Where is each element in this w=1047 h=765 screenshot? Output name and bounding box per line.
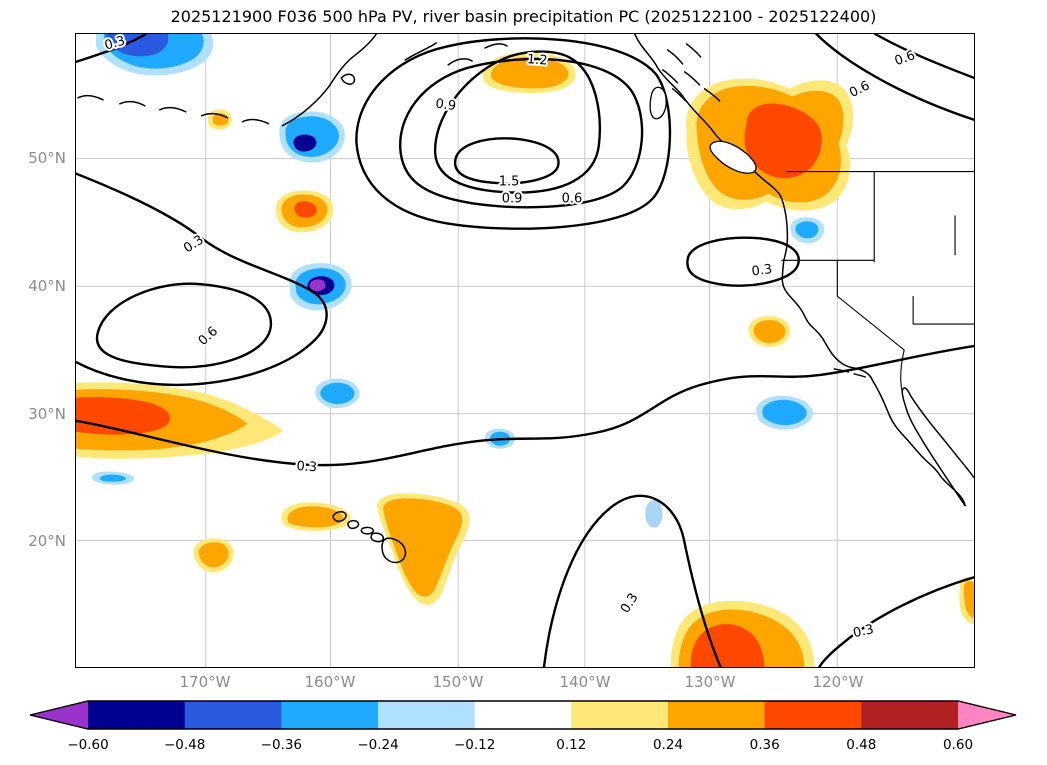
colorbar-tick-label: 0.60 — [943, 737, 973, 753]
shade-40n-purple — [309, 279, 326, 292]
lat-tick-label: 40°N — [28, 277, 66, 295]
shade-hawaii-west-orange — [287, 506, 344, 528]
coast-baja-east — [901, 390, 966, 507]
coast-vancouver-island — [709, 140, 757, 174]
shade-51n-navy — [293, 134, 317, 152]
coast-bc — [634, 34, 782, 197]
lon-tick-label: 140°W — [559, 673, 611, 691]
contour-0.3-west — [76, 172, 328, 387]
contour-0.6-ne-inner — [874, 34, 974, 80]
colorbar-tick-label: −0.12 — [454, 737, 495, 753]
contour-labels: 0.30.30.60.91.21.50.9 0.60.60.60.30.30.30… — [101, 34, 919, 643]
coastlines — [77, 34, 974, 564]
coast-aleutians — [77, 34, 378, 127]
contour-label: 0.3 — [181, 232, 206, 256]
colorbar-segment — [668, 701, 766, 729]
shade-california-orange — [753, 320, 786, 344]
contour-0.6-ne-outer — [815, 34, 974, 121]
shade-46n-red — [294, 201, 317, 218]
state-borders — [781, 171, 974, 392]
colorbar-tick-label: 0.36 — [750, 737, 780, 753]
contour-label: 0.6 — [562, 191, 583, 206]
contour-0.3-se-arch — [542, 494, 722, 667]
colorbar-segment — [571, 701, 669, 729]
contour-label: 0.9 — [502, 191, 523, 206]
colorbar-tick-label: −0.60 — [67, 737, 108, 753]
contour-1.5-center — [453, 137, 560, 185]
lon-tick-label: 150°W — [432, 673, 484, 691]
coast-hawaii — [332, 511, 407, 564]
contour-label: 0.6 — [893, 48, 918, 69]
lat-tick-label: 20°N — [28, 532, 66, 550]
contour-0.3-long — [76, 344, 974, 467]
shade-gulfak-orange — [490, 56, 569, 89]
shade-22n-light — [645, 500, 663, 528]
shade-31n-cyan — [320, 382, 355, 404]
shade-25n-cyan — [99, 474, 126, 482]
coast-haida-gwaii — [649, 86, 667, 120]
lat-tick-label: 50°N — [28, 149, 66, 167]
coast-us-west — [779, 194, 873, 381]
colorbar-tick-label: −0.48 — [164, 737, 205, 753]
contour-label: 1.2 — [526, 52, 548, 68]
contour-label: 0.3 — [751, 262, 774, 280]
contour-label: 0.3 — [618, 591, 642, 616]
shade-right-edge-orange — [963, 581, 974, 619]
contour-0.6-center — [355, 37, 672, 230]
colorbar-segment — [861, 701, 959, 729]
contour-label: 0.3 — [852, 622, 875, 641]
map-plot: 0.3 0.3 0.6 0.9 1.2 1.5 0.9 0.6 0.6 0.6 0.3 0.3 0.3 0… — [75, 33, 975, 668]
colorbar-tick-label: 0.12 — [556, 737, 586, 753]
contour-label: 0.3 — [296, 459, 318, 475]
contour-0.3-se-corner — [818, 576, 974, 667]
contour-label: 0.6 — [196, 324, 221, 349]
contour-0.9-center — [399, 57, 644, 209]
colorbar-segment — [281, 701, 379, 729]
chart-title: 2025121900 F036 500 hPa PV, river basin … — [170, 7, 877, 26]
contour-0.3-nw-corner — [76, 34, 148, 64]
coast-seak-islands — [661, 43, 721, 102]
colorbar-segment — [88, 701, 186, 729]
coast-sonora — [901, 387, 974, 479]
colorbar-segment — [184, 701, 282, 729]
colorbar-segment — [474, 701, 572, 729]
border-lines — [781, 171, 974, 392]
colorbar-tick-label: −0.24 — [357, 737, 398, 753]
colorbar-segment — [378, 701, 476, 729]
shade-nw-corner-blue — [105, 34, 169, 57]
colorbar-tick-label: 0.24 — [653, 737, 683, 753]
pv-contours — [76, 34, 974, 667]
contour-1.2-center — [433, 50, 601, 194]
shade-oregon-cyan — [795, 221, 819, 239]
lon-tick-label: 160°W — [304, 673, 356, 691]
coast-kodiak — [340, 73, 356, 85]
contour-label: 1.5 — [499, 175, 520, 190]
contour-label: 0.9 — [434, 96, 457, 114]
shade-baja-offshore-cyan — [762, 399, 807, 426]
precip-shading — [76, 34, 974, 667]
coast-alaska-mainland — [404, 42, 508, 66]
colorbar-tick-label: −0.36 — [261, 737, 302, 753]
contour-0.3-oregon-closed — [686, 236, 800, 287]
shade-hawaii-east-orange — [383, 498, 463, 597]
colorbar-segment — [764, 701, 862, 729]
coast-baja-west — [871, 379, 966, 507]
colorbar: −0.60 −0.48 −0.36 −0.24 −0.12 0.12 0.24 0.36 0.4… — [29, 700, 1017, 753]
colorbar-outline — [29, 700, 1017, 730]
map-canvas: 0.30.30.60.91.21.50.9 0.60.60.60.30.30.30… — [76, 34, 974, 667]
lon-tick-label: 130°W — [684, 673, 736, 691]
coast-channel-islands — [833, 368, 866, 378]
colorbar-right-arrow — [958, 701, 1016, 729]
lon-tick-label: 170°W — [179, 673, 231, 691]
lat-tick-label: 30°N — [28, 405, 66, 423]
shade-bc-coast-red — [744, 103, 822, 179]
contour-0.6-west-closed — [95, 282, 273, 369]
shade-18n-orange — [198, 542, 229, 568]
lon-tick-label: 120°W — [812, 673, 864, 691]
contour-label: 0.6 — [847, 78, 872, 101]
colorbar-left-arrow — [30, 701, 88, 729]
colorbar-tick-label: 0.48 — [846, 737, 876, 753]
